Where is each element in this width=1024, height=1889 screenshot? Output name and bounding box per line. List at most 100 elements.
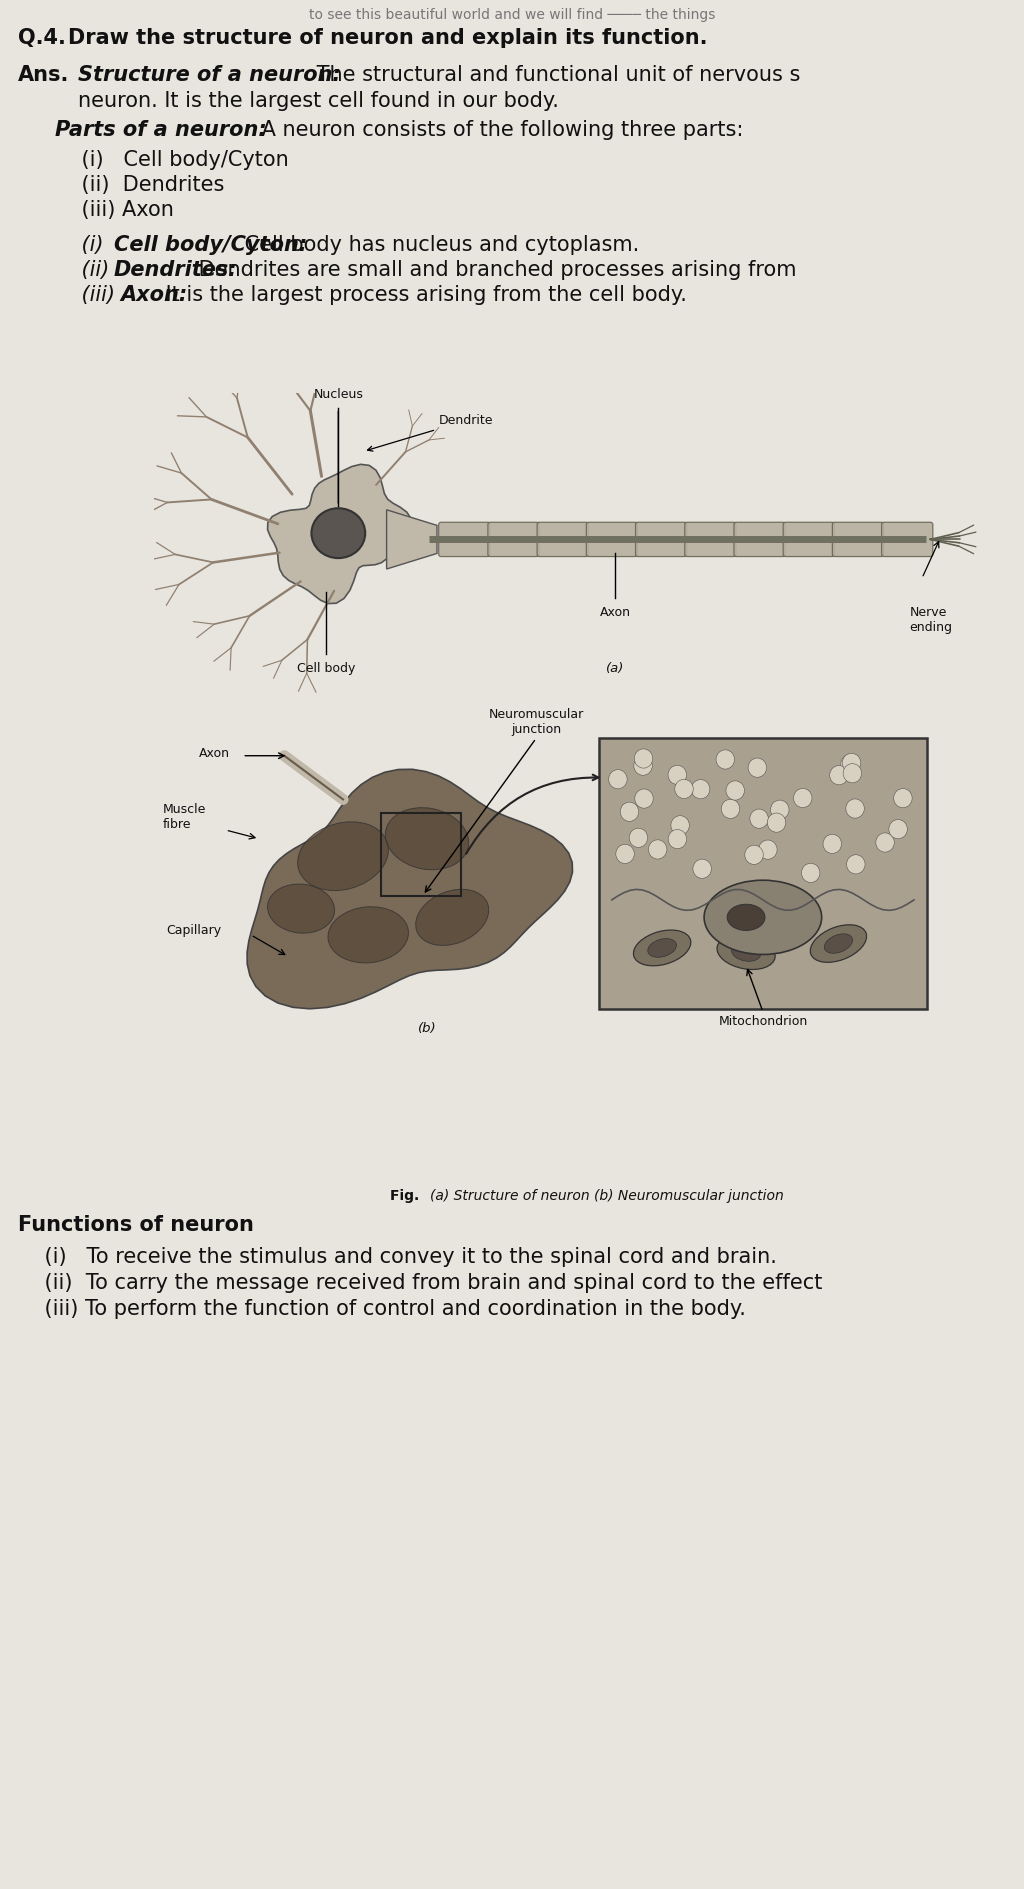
Text: (i): (i) <box>55 234 117 255</box>
Ellipse shape <box>810 926 866 962</box>
Circle shape <box>693 859 712 878</box>
FancyBboxPatch shape <box>438 521 489 557</box>
Text: Nerve
ending: Nerve ending <box>909 606 952 633</box>
Text: Cell body/Cyton:: Cell body/Cyton: <box>114 234 307 255</box>
Text: Functions of neuron: Functions of neuron <box>18 1215 254 1235</box>
Circle shape <box>648 841 667 859</box>
Text: Cell body: Cell body <box>297 661 355 674</box>
Circle shape <box>635 790 653 808</box>
Text: Axon: Axon <box>600 606 631 618</box>
Ellipse shape <box>824 933 853 954</box>
Ellipse shape <box>416 890 488 944</box>
Text: A neuron consists of the following three parts:: A neuron consists of the following three… <box>255 121 743 140</box>
Text: Parts of a neuron:: Parts of a neuron: <box>55 121 266 140</box>
Circle shape <box>668 765 686 784</box>
Circle shape <box>608 769 627 790</box>
Circle shape <box>876 833 894 852</box>
Text: (iii): (iii) <box>55 285 122 304</box>
FancyBboxPatch shape <box>833 521 884 557</box>
Text: (a): (a) <box>606 661 625 674</box>
Circle shape <box>311 508 366 557</box>
Circle shape <box>841 754 859 774</box>
FancyBboxPatch shape <box>636 521 687 557</box>
Text: Q.4.: Q.4. <box>18 28 66 47</box>
Text: Dendrites are small and branched processes arising from: Dendrites are small and branched process… <box>191 261 803 280</box>
Text: (iii) To perform the function of control and coordination in the body.: (iii) To perform the function of control… <box>18 1300 745 1319</box>
Circle shape <box>802 863 820 882</box>
Circle shape <box>894 788 912 808</box>
Circle shape <box>629 827 647 848</box>
Bar <box>599 739 927 1009</box>
Text: Axon:: Axon: <box>120 285 187 304</box>
Text: (i)   To receive the stimulus and convey it to the spinal cord and brain.: (i) To receive the stimulus and convey i… <box>18 1247 777 1268</box>
Circle shape <box>750 808 768 827</box>
Circle shape <box>823 835 842 854</box>
Circle shape <box>749 757 767 776</box>
Ellipse shape <box>727 905 765 931</box>
Text: Structure of a neuron:: Structure of a neuron: <box>78 64 341 85</box>
Text: Draw the structure of neuron and explain its function.: Draw the structure of neuron and explain… <box>68 28 708 47</box>
Text: (ii)  To carry the message received from brain and spinal cord to the effect: (ii) To carry the message received from … <box>18 1273 822 1292</box>
Text: Axon: Axon <box>199 746 229 759</box>
Text: It is the largest process arising from the cell body.: It is the largest process arising from t… <box>159 285 687 304</box>
Polygon shape <box>247 769 572 1009</box>
Circle shape <box>843 763 861 782</box>
Circle shape <box>767 812 785 833</box>
Circle shape <box>846 799 864 818</box>
Text: Fig.: Fig. <box>390 1188 424 1203</box>
Text: Capillary: Capillary <box>167 924 222 937</box>
FancyBboxPatch shape <box>538 521 589 557</box>
Ellipse shape <box>634 929 691 965</box>
Ellipse shape <box>705 880 821 954</box>
Text: (ii)  Dendrites: (ii) Dendrites <box>55 176 224 195</box>
Text: (ii): (ii) <box>55 261 116 280</box>
Circle shape <box>671 816 689 835</box>
Circle shape <box>721 799 739 818</box>
FancyBboxPatch shape <box>734 521 785 557</box>
Circle shape <box>744 844 763 865</box>
Ellipse shape <box>717 935 775 969</box>
Polygon shape <box>267 465 412 604</box>
Circle shape <box>691 780 710 799</box>
Text: (i)   Cell body/Cyton: (i) Cell body/Cyton <box>55 149 289 170</box>
Circle shape <box>889 820 907 839</box>
Ellipse shape <box>298 822 388 890</box>
Text: Nucleus: Nucleus <box>313 387 364 400</box>
Circle shape <box>759 841 777 859</box>
Polygon shape <box>387 510 437 569</box>
FancyBboxPatch shape <box>685 521 736 557</box>
Circle shape <box>847 854 865 875</box>
Circle shape <box>726 780 744 801</box>
Circle shape <box>716 750 734 769</box>
Text: to see this beautiful world and we will find ──── the things: to see this beautiful world and we will … <box>309 8 715 23</box>
Ellipse shape <box>385 808 469 869</box>
Circle shape <box>675 780 693 799</box>
FancyBboxPatch shape <box>783 521 835 557</box>
Text: Mitochondrion: Mitochondrion <box>718 1014 808 1028</box>
Circle shape <box>829 765 848 784</box>
Text: Neuromuscular
junction: Neuromuscular junction <box>488 708 584 735</box>
Circle shape <box>770 801 790 820</box>
Circle shape <box>794 788 812 808</box>
FancyBboxPatch shape <box>882 521 933 557</box>
FancyBboxPatch shape <box>587 521 638 557</box>
Bar <box>381 812 461 895</box>
Text: Cell body has nucleus and cytoplasm.: Cell body has nucleus and cytoplasm. <box>239 234 640 255</box>
FancyBboxPatch shape <box>487 521 539 557</box>
Text: (b): (b) <box>418 1022 436 1035</box>
Circle shape <box>615 844 634 863</box>
Text: (a) Structure of neuron (b) Neuromuscular junction: (a) Structure of neuron (b) Neuromuscula… <box>430 1188 783 1203</box>
Ellipse shape <box>731 943 761 962</box>
Circle shape <box>843 754 861 773</box>
Text: Dendrites:: Dendrites: <box>114 261 238 280</box>
Ellipse shape <box>648 939 677 958</box>
Text: neuron. It is the largest cell found in our body.: neuron. It is the largest cell found in … <box>78 91 559 111</box>
Circle shape <box>621 803 639 822</box>
Text: Muscle
fibre: Muscle fibre <box>163 803 206 831</box>
Text: Dendrite: Dendrite <box>368 414 494 451</box>
Circle shape <box>634 748 652 769</box>
Text: (iii) Axon: (iii) Axon <box>55 200 174 219</box>
Circle shape <box>634 756 652 774</box>
Text: The structural and functional unit of nervous s: The structural and functional unit of ne… <box>310 64 801 85</box>
Ellipse shape <box>328 907 409 963</box>
